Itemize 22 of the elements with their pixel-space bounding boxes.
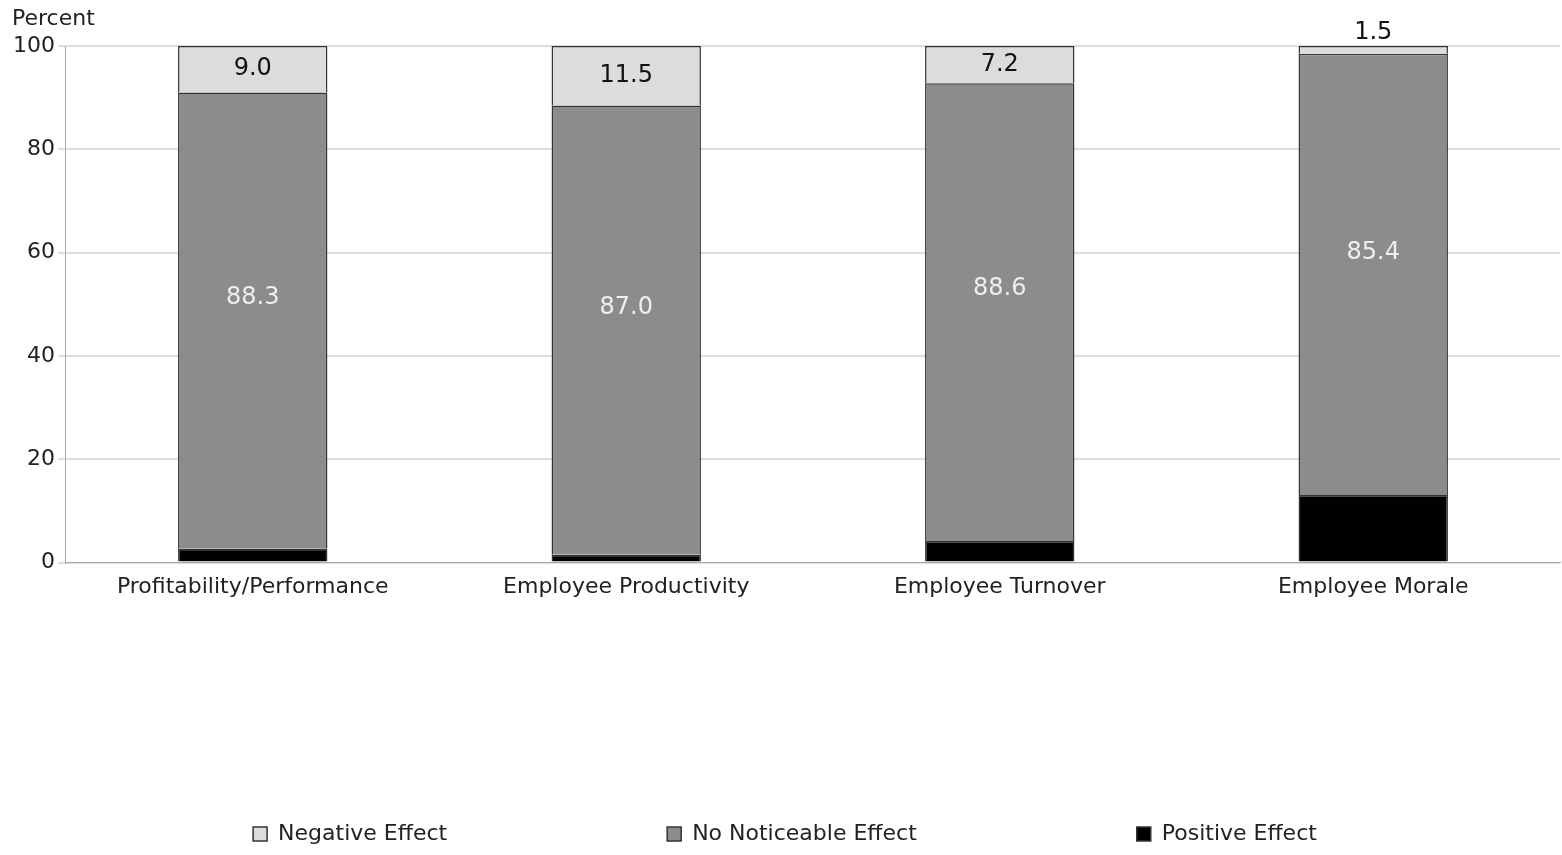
legend-label: Positive Effect: [1161, 819, 1318, 845]
data-label: 87.0: [599, 291, 653, 320]
y-axis-title: Percent: [12, 4, 96, 30]
y-tick-label: 80: [26, 135, 55, 161]
x-tick-label: Employee Productivity: [503, 572, 750, 598]
data-label: 1.5: [1354, 17, 1393, 46]
data-label: 9.0: [233, 53, 272, 82]
y-tick-label: 60: [26, 238, 55, 264]
data-label: 11.5: [599, 59, 653, 88]
x-tick-label: Profitability/Performance: [116, 572, 389, 598]
data-label: 88.6: [973, 273, 1027, 302]
x-tick-label: Employee Morale: [1277, 572, 1469, 598]
x-tick-label: Employee Turnover: [893, 572, 1107, 598]
data-label: 85.4: [1346, 236, 1400, 265]
y-tick-label: 0: [40, 548, 55, 574]
legend-label: Negative Effect: [278, 819, 448, 845]
data-label: 88.3: [226, 282, 280, 310]
legend-label: No Noticeable Effect: [692, 819, 918, 845]
y-tick-label: 40: [26, 341, 55, 367]
y-tick-label: 20: [26, 445, 55, 470]
data-label: 7.2: [980, 48, 1019, 77]
y-tick-label: 100: [12, 31, 55, 57]
